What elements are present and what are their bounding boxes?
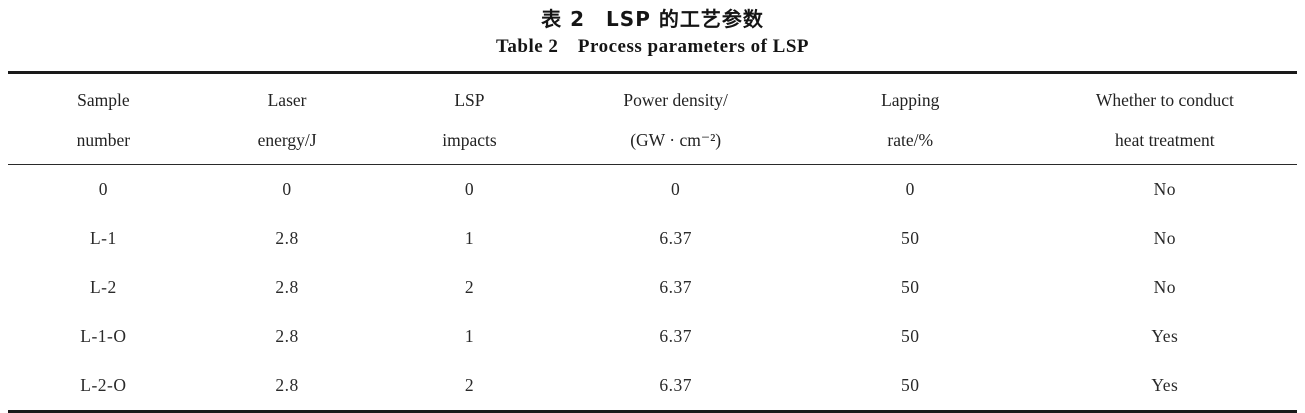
table-caption-block: 表 2 LSP 的工艺参数 Table 2 Process parameters… (0, 0, 1305, 61)
cell-lsp-impacts: 1 (464, 228, 475, 248)
cell-lsp-impacts: 0 (464, 179, 475, 199)
cell-sample-number: 0 (98, 179, 108, 199)
cell-lapping-rate: 50 (901, 375, 920, 395)
column-header-heat-treatment: Whether to conduct heat treatment (1033, 73, 1297, 165)
header-line: Sample (77, 90, 130, 110)
cell-power-density: 6.37 (659, 375, 692, 395)
cell-heat-treatment: No (1153, 228, 1177, 248)
cell-sample-number: L-2 (89, 277, 117, 297)
cell-power-density: 6.37 (659, 228, 692, 248)
header-line: Lapping (881, 90, 940, 110)
cell-power-density: 6.37 (659, 326, 692, 346)
header-line: LSP (454, 90, 485, 110)
cell-laser-energy: 2.8 (275, 228, 299, 248)
cell-lapping-rate: 0 (905, 179, 915, 199)
cell-lapping-rate: 50 (901, 326, 920, 346)
table-row: 0 0 0 0 0 No (8, 165, 1297, 215)
column-header-laser-energy: Laser energy/J (199, 73, 376, 165)
table-body: 0 0 0 0 0 No L-1 2.8 1 6.37 50 No L-2 2.… (8, 165, 1297, 412)
header-row: Sample number Laser energy/J LSP impacts… (8, 73, 1297, 165)
cell-laser-energy: 2.8 (275, 375, 299, 395)
header-line: rate/% (887, 130, 934, 150)
cell-laser-energy: 0 (282, 179, 292, 199)
header-line: energy/J (257, 130, 317, 150)
header-line: Power density/ (623, 90, 728, 110)
table-row: L-1 2.8 1 6.37 50 No (8, 214, 1297, 263)
table-header: Sample number Laser energy/J LSP impacts… (8, 73, 1297, 165)
process-parameters-table: Sample number Laser energy/J LSP impacts… (8, 71, 1297, 413)
table-row: L-1-O 2.8 1 6.37 50 Yes (8, 312, 1297, 361)
column-header-sample-number: Sample number (8, 73, 199, 165)
cell-lsp-impacts: 2 (464, 375, 475, 395)
column-header-power-density: Power density/ (GW · cm⁻²) (564, 73, 788, 165)
cell-sample-number: L-1 (89, 228, 117, 248)
cell-lsp-impacts: 1 (464, 326, 475, 346)
cell-laser-energy: 2.8 (275, 277, 299, 297)
header-line: Whether to conduct (1095, 90, 1234, 110)
table-row: L-2 2.8 2 6.37 50 No (8, 263, 1297, 312)
table-row: L-2-O 2.8 2 6.37 50 Yes (8, 361, 1297, 412)
cell-heat-treatment: No (1153, 277, 1177, 297)
header-line: number (76, 130, 131, 150)
cell-heat-treatment: Yes (1151, 375, 1179, 395)
cell-sample-number: L-2-O (80, 375, 127, 395)
cell-power-density: 6.37 (659, 277, 692, 297)
header-line: impacts (442, 130, 497, 150)
table-title-english: Table 2 Process parameters of LSP (495, 36, 810, 57)
header-line: Laser (267, 90, 307, 110)
header-line: heat treatment (1115, 130, 1215, 150)
cell-heat-treatment: Yes (1151, 326, 1179, 346)
cell-laser-energy: 2.8 (275, 326, 299, 346)
cell-sample-number: L-1-O (80, 326, 127, 346)
column-header-lsp-impacts: LSP impacts (375, 73, 563, 165)
column-header-lapping-rate: Lapping rate/% (788, 73, 1033, 165)
cell-heat-treatment: No (1153, 179, 1177, 199)
cell-lapping-rate: 50 (901, 228, 920, 248)
table-title-chinese: 表 2 LSP 的工艺参数 (541, 7, 764, 31)
cell-lapping-rate: 50 (901, 277, 920, 297)
cell-power-density: 0 (671, 179, 681, 199)
header-line: (GW · cm⁻²) (630, 130, 722, 150)
cell-lsp-impacts: 2 (464, 277, 475, 297)
